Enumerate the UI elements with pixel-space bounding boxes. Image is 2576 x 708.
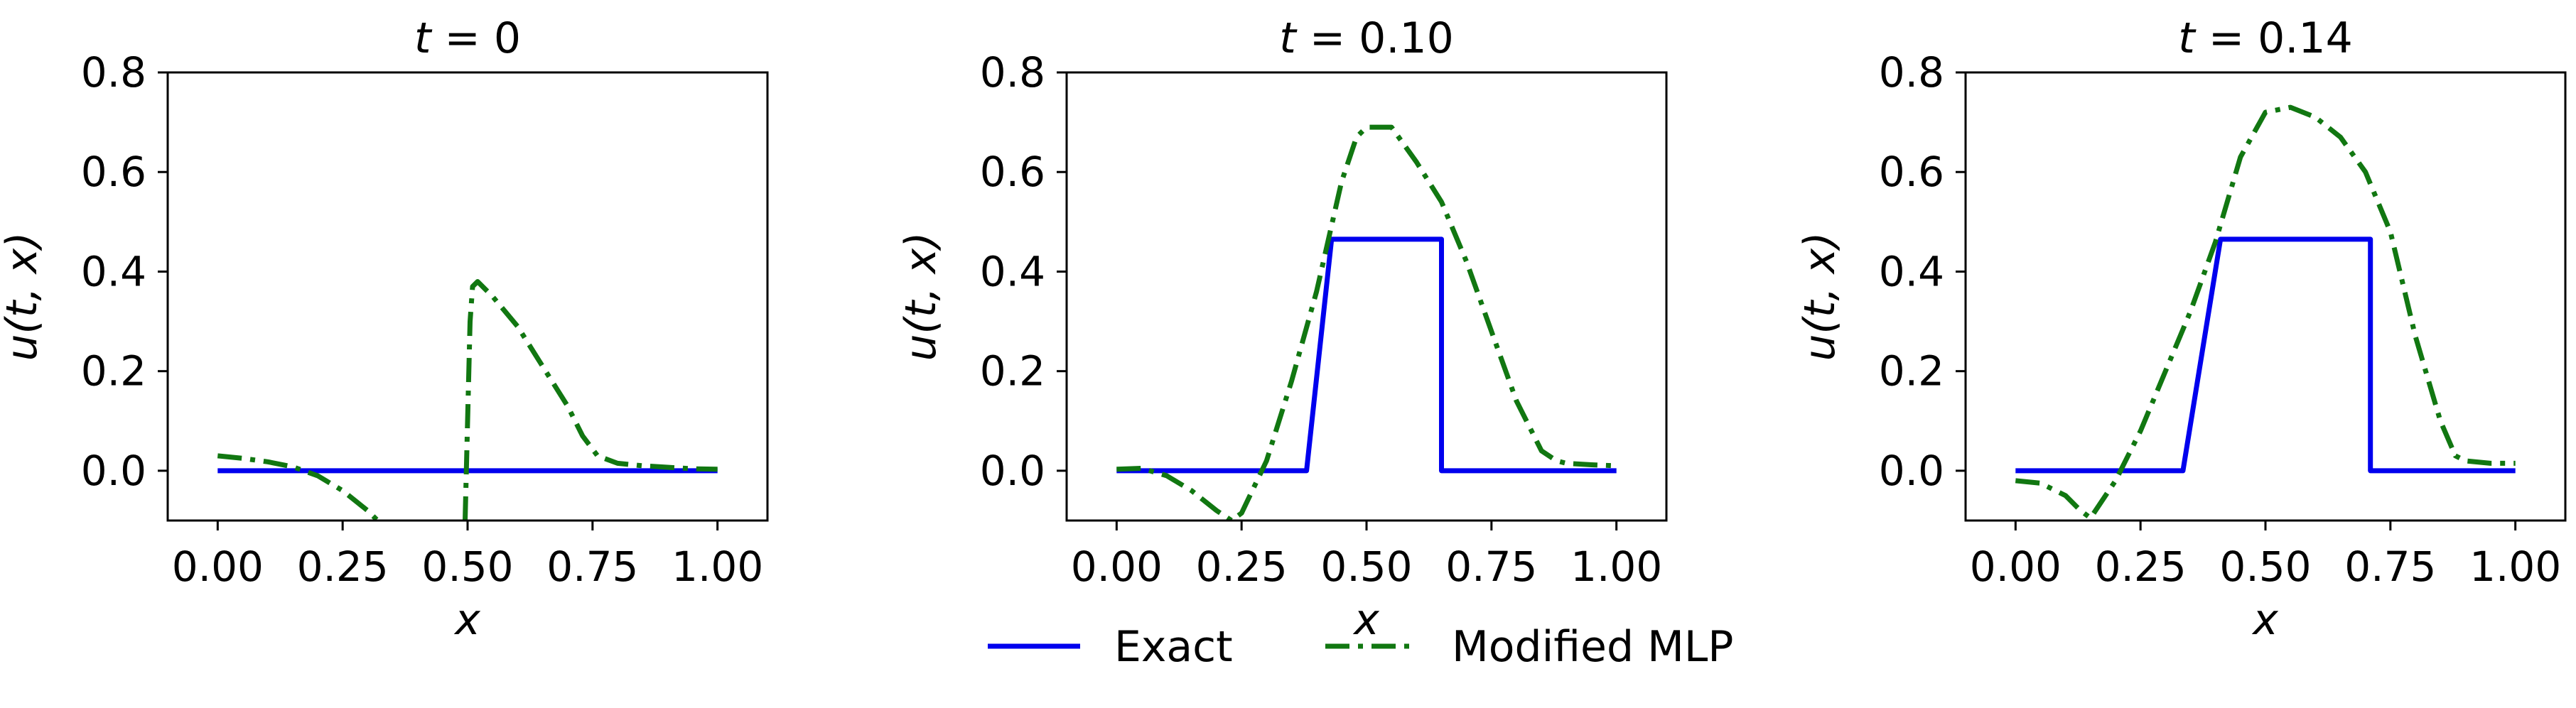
y-tick-label: 0.4 — [1879, 247, 1944, 295]
y-tick-label: 0.0 — [980, 447, 1045, 495]
y-tick-label: 0.8 — [980, 48, 1045, 97]
panel-title: t = 0.14 — [2178, 13, 2353, 63]
series-line-modified-mlp — [217, 279, 718, 521]
series-line-exact — [1116, 236, 1617, 474]
x-axis-label: x — [1352, 595, 1379, 645]
x-tick-label: 0.50 — [421, 543, 513, 591]
y-tick-label: 0.4 — [81, 247, 146, 295]
chart-panel-1: 0.00 0.25 0.50 0.75 1.00 0.0 0.2 0.4 0.6 0.8 x u(t,… — [0, 13, 769, 645]
series-line-modified-mlp — [1116, 124, 1617, 521]
x-tick-label: 0.25 — [297, 543, 389, 591]
y-tick-label: 0.8 — [1879, 48, 1944, 97]
x-tick-label: 0.00 — [1970, 543, 2062, 591]
x-tick-label: 1.00 — [672, 543, 763, 591]
x-axis-label: x — [2251, 595, 2278, 645]
legend-modified-label: Modified MLP — [1452, 622, 1733, 672]
y-axis-label: u(t, x) — [896, 232, 946, 361]
x-tick-label: 0.75 — [2344, 543, 2436, 591]
panel-title: t = 0 — [414, 13, 521, 63]
y-tick-label: 0.2 — [1879, 347, 1944, 396]
y-tick-label: 0.4 — [980, 247, 1045, 295]
x-tick-label: 0.75 — [546, 543, 638, 591]
x-tick-label: 1.00 — [2469, 543, 2561, 591]
legend: Exact Modified MLP — [988, 622, 1733, 672]
y-tick-label: 0.6 — [1879, 148, 1944, 196]
y-tick-label: 0.0 — [1879, 447, 1944, 495]
plot-frame — [1065, 71, 1668, 522]
legend-exact-label: Exact — [1114, 622, 1233, 672]
x-tick-label: 1.00 — [1570, 543, 1662, 591]
y-axis-label: u(t, x) — [0, 232, 47, 361]
panels: 0.00 0.25 0.50 0.75 1.00 0.0 0.2 0.4 0.6 0.8 x u(t,… — [0, 13, 2567, 645]
y-tick-label: 0.8 — [81, 48, 146, 97]
chart-panel-3: 0.00 0.25 0.50 0.75 1.00 0.0 0.2 0.4 0.6 0.8 x u(t,… — [1795, 13, 2567, 645]
y-tick-label: 0.0 — [81, 447, 146, 495]
x-tick-label: 0.00 — [1071, 543, 1163, 591]
y-tick-label: 0.6 — [980, 148, 1045, 196]
plot-frame — [1964, 71, 2567, 522]
series-line-modified-mlp — [2015, 104, 2516, 521]
x-axis-label: x — [453, 595, 480, 645]
x-tick-label: 0.25 — [2095, 543, 2187, 591]
y-axis-label: u(t, x) — [1795, 232, 1845, 361]
x-tick-label: 0.50 — [1320, 543, 1412, 591]
x-tick-label: 0.50 — [2219, 543, 2311, 591]
x-tick-label: 0.00 — [172, 543, 264, 591]
panel-title: t = 0.10 — [1279, 13, 1454, 63]
chart-panel-2: 0.00 0.25 0.50 0.75 1.00 0.0 0.2 0.4 0.6 0.8 x u(t,… — [896, 13, 1668, 645]
y-tick-label: 0.2 — [81, 347, 146, 396]
x-tick-label: 0.25 — [1196, 543, 1288, 591]
y-tick-label: 0.2 — [980, 347, 1045, 396]
y-tick-label: 0.6 — [81, 148, 146, 196]
series-line-exact — [2015, 236, 2516, 474]
x-tick-label: 0.75 — [1445, 543, 1537, 591]
